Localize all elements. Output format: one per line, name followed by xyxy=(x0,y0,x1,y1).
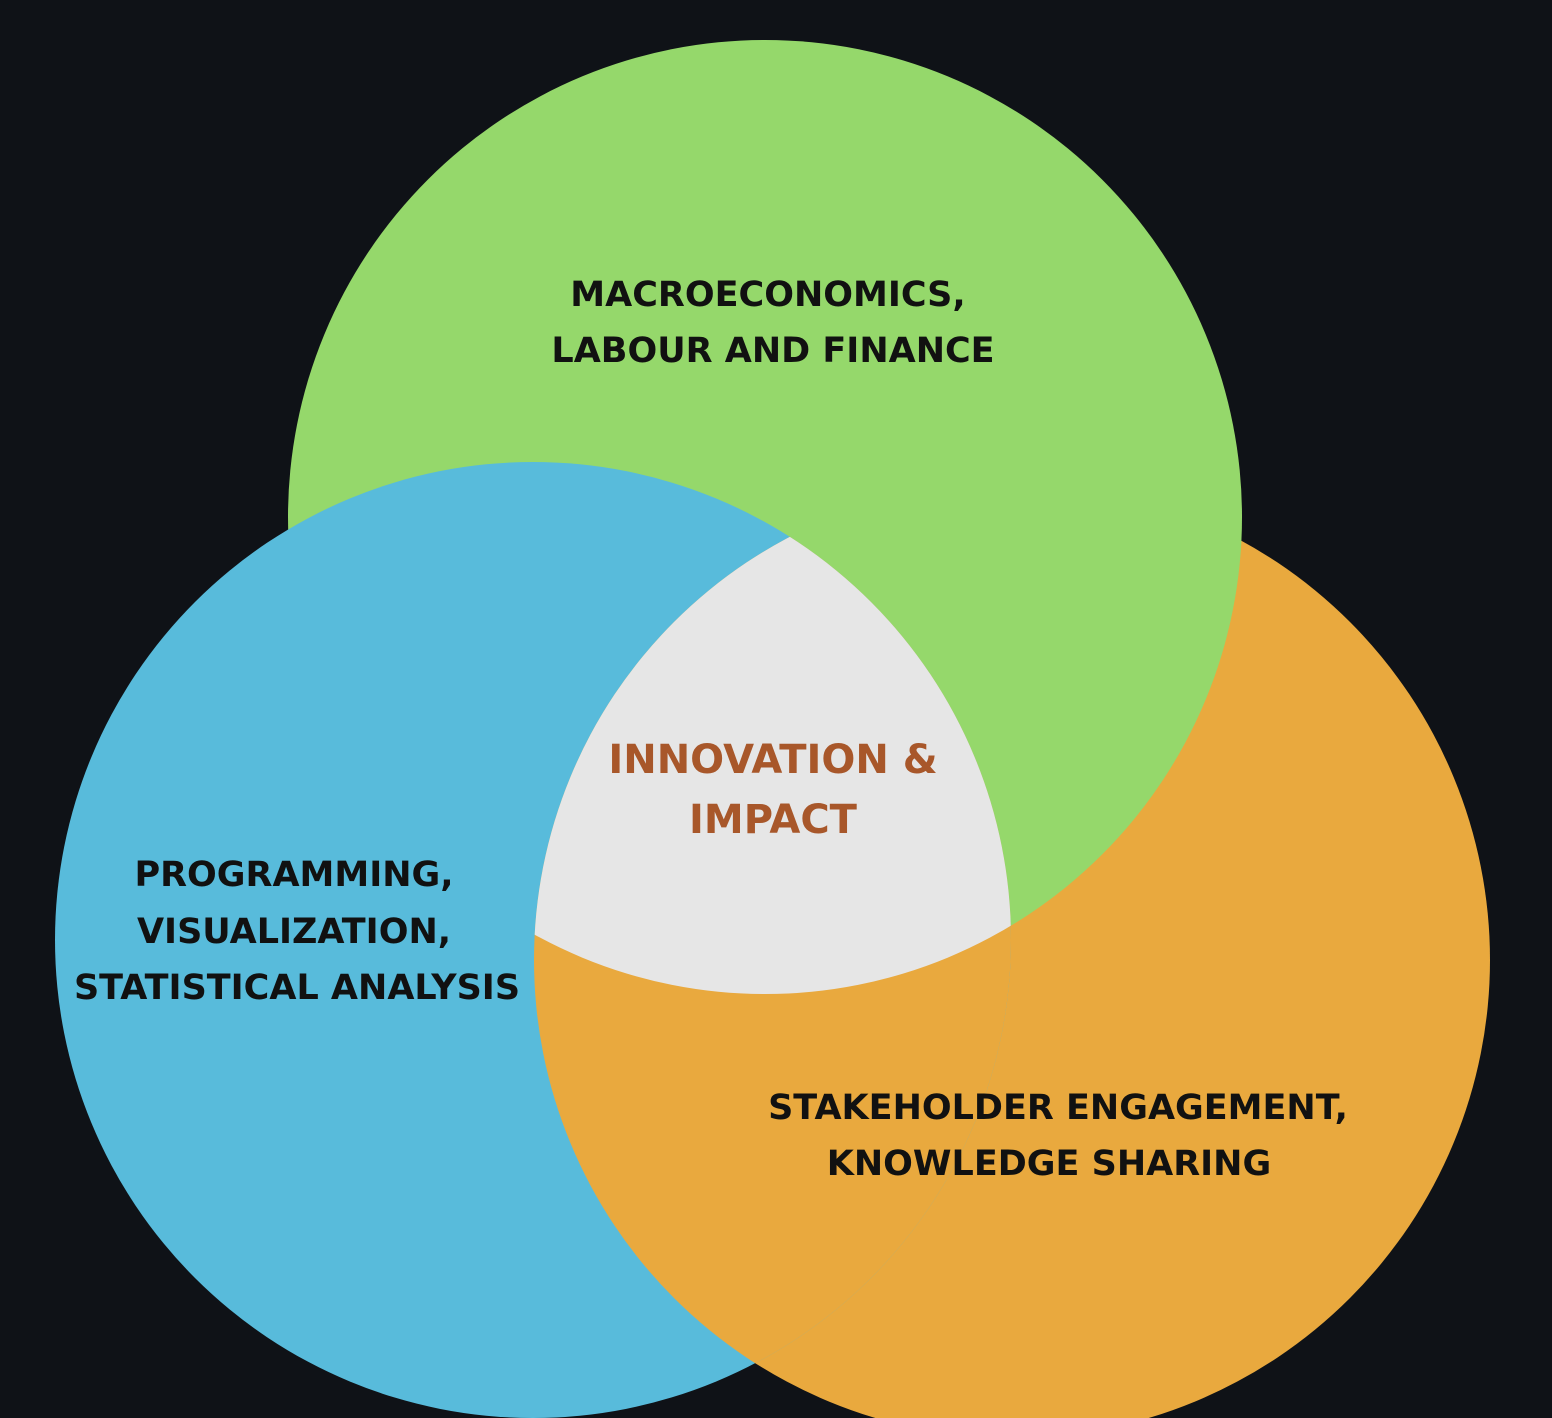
right-circle-label-line2: KNOWLEDGE SHARING xyxy=(827,1144,1271,1184)
left-circle-label-line3: STATISTICAL ANALYSIS xyxy=(74,968,520,1008)
top-circle-label-line2: LABOUR AND FINANCE xyxy=(551,331,994,371)
center-label-line1: INNOVATION & xyxy=(608,737,937,783)
center-label-line2: IMPACT xyxy=(689,797,858,843)
top-circle-label-line1: MACROECONOMICS, xyxy=(570,275,965,315)
left-circle-label-line2: VISUALIZATION, xyxy=(137,912,451,952)
right-circle-label-line1: STAKEHOLDER ENGAGEMENT, xyxy=(768,1088,1348,1128)
left-circle-label-line1: PROGRAMMING, xyxy=(134,855,453,895)
